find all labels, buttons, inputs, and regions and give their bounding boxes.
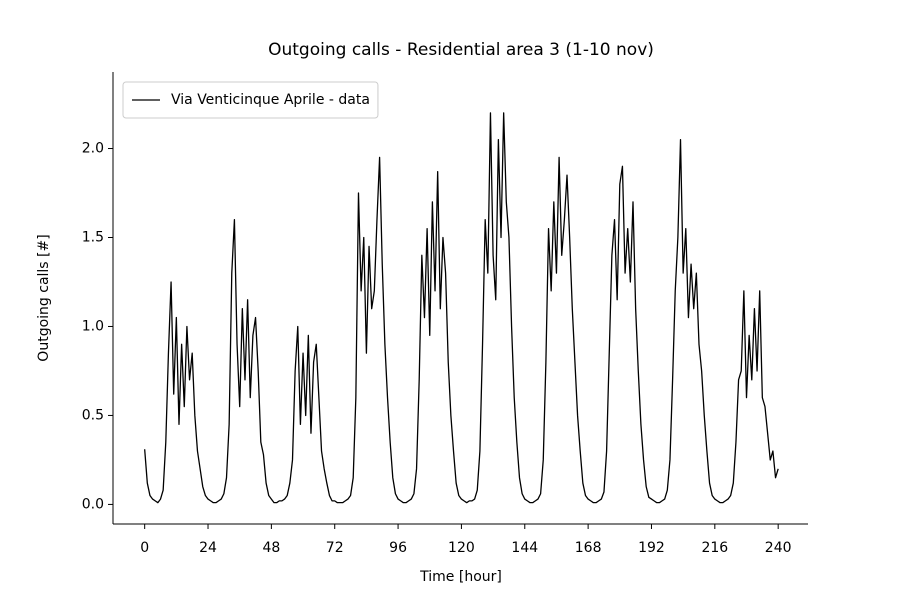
y-tick-label: 0.0 [82,496,104,512]
y-tick-label: 1.0 [82,318,104,334]
x-tick-label: 24 [199,540,217,556]
legend-box [122,81,379,119]
x-axis-label: Time [hour] [419,569,502,585]
x-tick-label: 120 [448,540,475,556]
y-tick-label: 0.5 [82,407,104,423]
y-tick-label: 1.5 [82,229,104,245]
chart-title: Outgoing calls - Residential area 3 (1-1… [268,40,654,60]
y-axis-label: Outgoing calls [#] [36,234,52,361]
x-tick-label: 72 [326,540,344,556]
x-tick-label: 216 [701,540,728,556]
x-tick-label: 168 [575,540,602,556]
legend-label: Via Venticinque Aprile - data [171,92,370,108]
x-tick-label: 48 [262,540,280,556]
y-tick-label: 2.0 [82,141,104,157]
x-tick-label: 96 [389,540,407,556]
x-tick-label: 192 [638,540,665,556]
data-line [144,112,779,504]
x-tick-label: 0 [140,540,149,556]
x-tick-label: 240 [765,540,792,556]
x-tick-label: 144 [511,540,538,556]
